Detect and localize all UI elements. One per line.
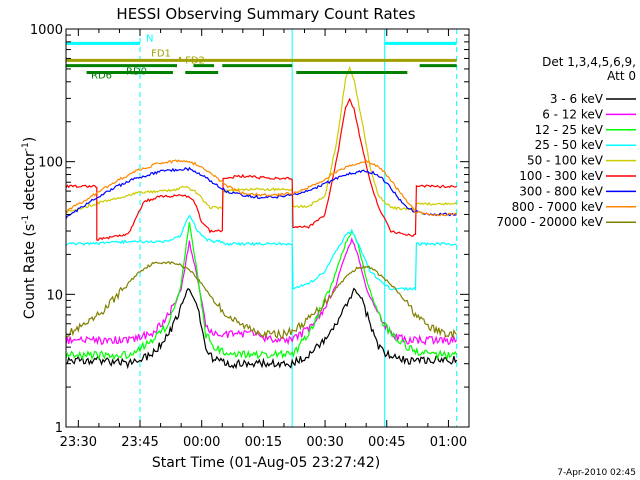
x-tick-label-2: 00:00 (183, 435, 220, 450)
series-line-3 (65, 214, 457, 292)
y-tick-label-2: 100 (38, 156, 63, 171)
series-line-7 (65, 159, 458, 217)
x-axis-label: Start Time (01-Aug-05 23:27:42) (152, 455, 380, 471)
y-axis-ticks: 1 10 100 1000 (30, 23, 469, 436)
series-line-5 (65, 97, 457, 241)
y-label-sup-2: -1 (21, 142, 31, 151)
y-label-mid: detector (22, 151, 38, 215)
vertical-markers (139, 29, 458, 427)
legend-label-4: 50 - 100 keV (527, 154, 604, 168)
series-line-8 (65, 260, 458, 339)
x-tick-label-4: 00:30 (306, 435, 343, 450)
legend-label-1: 6 - 12 keV (542, 107, 604, 121)
legend-label-6: 300 - 800 keV (519, 184, 603, 198)
legend-label-5: 100 - 300 keV (519, 169, 603, 183)
y-tick-label-1: 10 (46, 288, 63, 303)
legend-label-7: 800 - 7000 keV (512, 200, 604, 214)
x-tick-label-6: 01:00 (430, 435, 467, 450)
y-label-suffix: ) (22, 137, 38, 142)
series-line-0 (65, 287, 458, 370)
series-line-2 (65, 222, 458, 361)
x-tick-label-5: 00:45 (368, 435, 405, 450)
state-bar-label-0: N (146, 33, 153, 44)
y-tick-label-3: 1000 (30, 23, 63, 38)
y-axis-label: Count Rate (s-1 detector-1) (21, 137, 38, 319)
x-tick-label-1: 23:45 (121, 435, 158, 450)
legend-header-line-1: Det 1,3,4,5,6,9, (542, 55, 636, 69)
state-bar-label-4: RD6 (91, 71, 112, 82)
footer-timestamp: 7-Apr-2010 02:45 (557, 468, 636, 478)
x-tick-label-3: 00:15 (245, 435, 282, 450)
series-line-6 (65, 166, 457, 219)
plot-frame (65, 28, 470, 428)
y-tick-label-0: 1 (55, 421, 63, 436)
legend-header-line-2: Att 0 (607, 69, 636, 83)
chart-title: HESSI Observing Summary Count Rates (116, 5, 415, 23)
legend-label-2: 12 - 25 keV (535, 123, 604, 137)
x-axis-ticks: 23:30 23:45 00:00 00:15 00:30 00:45 01:00 (60, 29, 470, 450)
state-bar-label-2: FD2 (185, 55, 205, 66)
series-line-1 (65, 237, 458, 346)
legend-label-8: 7000 - 20000 keV (496, 215, 603, 229)
y-label-prefix: Count Rate (s (22, 224, 38, 319)
state-bar-label-1: FD1 (151, 48, 171, 59)
series-line-4 (65, 65, 458, 214)
y-label-sup-1: -1 (21, 215, 31, 224)
legend-label-0: 3 - 6 keV (550, 92, 604, 106)
x-tick-label-0: 23:30 (60, 435, 97, 450)
legend-label-3: 25 - 50 keV (535, 138, 604, 152)
series-lines (65, 65, 458, 370)
state-bars: NFD1FD2RD0RD6 (66, 33, 457, 82)
